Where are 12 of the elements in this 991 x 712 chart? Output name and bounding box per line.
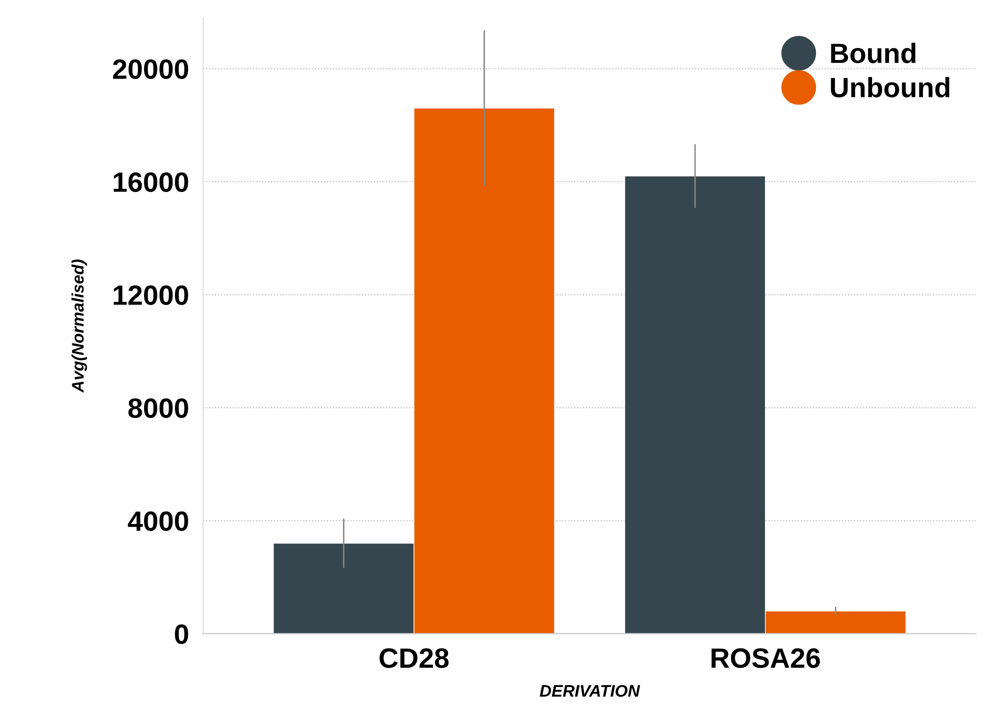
y-tick-label: 8000 (128, 398, 188, 418)
x-axis-title: DERIVATION (540, 685, 640, 697)
x-tick-label: CD28 (380, 648, 449, 668)
x-tick-label: ROSA26 (712, 648, 820, 668)
y-tick-label: 12000 (114, 285, 188, 305)
y-tick-label: 0 (174, 624, 188, 644)
y-tick-label: 16000 (114, 172, 188, 192)
y-tick-label: 4000 (128, 511, 188, 532)
y-axis-title: Avg(Normalised) (71, 260, 88, 393)
legend-label: Unbound (830, 77, 950, 98)
y-tick-label: 20000 (112, 59, 188, 79)
legend-label: Bound (831, 42, 916, 64)
